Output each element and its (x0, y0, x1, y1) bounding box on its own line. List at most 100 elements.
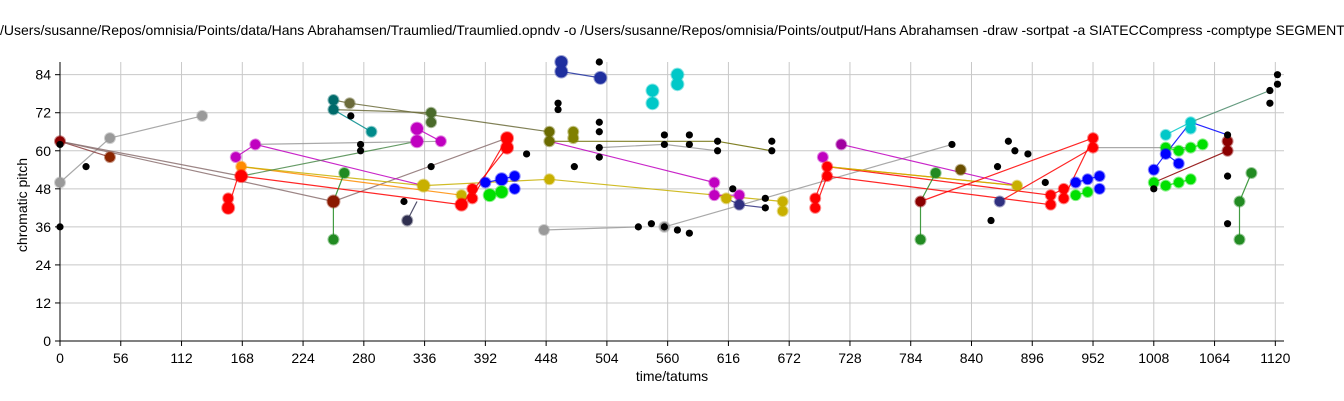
pattern-point (103, 132, 116, 145)
pattern-point (593, 70, 608, 85)
pattern-point (776, 205, 789, 218)
pattern-point (454, 197, 469, 212)
pattern-point (500, 140, 515, 155)
note-point (713, 137, 722, 145)
pattern-point (1069, 176, 1082, 189)
pattern-line (1165, 143, 1203, 152)
y-tick-label: 36 (35, 219, 51, 235)
pattern-line (841, 143, 1018, 187)
pattern-point (733, 189, 746, 202)
note-point (1266, 99, 1274, 107)
pattern-point (466, 192, 479, 205)
pattern-point (401, 214, 414, 227)
note-point (56, 140, 64, 149)
pattern-point (914, 233, 927, 246)
pattern-point (914, 195, 927, 208)
note-point (56, 223, 64, 231)
pattern-point (554, 64, 569, 79)
note-point (761, 204, 769, 212)
pattern-point (327, 103, 340, 116)
pattern-point (1233, 233, 1246, 246)
note-point (400, 197, 408, 206)
pattern-point (1184, 173, 1197, 186)
pattern-point (508, 182, 521, 195)
pattern-point (410, 134, 424, 149)
pattern-point (249, 138, 262, 151)
pattern-point (1057, 182, 1070, 195)
pattern-point (645, 96, 660, 111)
x-tick-label: 896 (1021, 350, 1045, 366)
pattern-point (1172, 176, 1185, 189)
note-point (993, 163, 1002, 171)
x-tick-label: 1120 (1260, 350, 1290, 366)
x-tick-label: 840 (960, 350, 984, 366)
pattern-point (1233, 195, 1246, 208)
note-point (761, 194, 769, 202)
pattern-point (1147, 163, 1160, 176)
note-point (356, 140, 365, 149)
pattern-line (920, 137, 1094, 203)
pattern-point (954, 163, 967, 176)
pattern-point (1196, 138, 1209, 151)
y-tick-label: 72 (35, 105, 51, 121)
grid-lines (59, 62, 1284, 342)
note-point (647, 220, 655, 228)
pattern-line (827, 166, 1018, 187)
pattern-point (670, 77, 685, 92)
pattern-point (1011, 179, 1024, 192)
pattern-point (425, 116, 438, 129)
note-point (713, 147, 722, 155)
y-tick-label: 84 (35, 67, 51, 83)
pattern-line (59, 140, 111, 158)
x-tick-label: 1008 (1138, 350, 1169, 366)
pattern-point (234, 169, 249, 184)
note-point (1266, 86, 1274, 95)
pattern-line (999, 147, 1094, 203)
pattern-point (221, 200, 236, 215)
pattern-line (241, 140, 418, 177)
pattern-line (255, 140, 441, 145)
x-tick-label: 336 (413, 350, 437, 366)
x-tick-label: 560 (656, 350, 680, 366)
tick-labels: 0 56 112 168 224 280 336 392 448 504 560 616 672 728 7… (35, 67, 1290, 366)
x-tick-label: 280 (352, 350, 376, 366)
note-point (1223, 220, 1232, 228)
pattern-point (508, 170, 521, 183)
pattern-point (776, 195, 789, 208)
pattern-point (1087, 141, 1100, 154)
pattern-point (809, 192, 822, 205)
y-tick-label: 24 (35, 257, 51, 273)
pattern-line (919, 172, 937, 202)
pattern-point (708, 176, 721, 189)
pattern-line (599, 143, 718, 152)
note-point (987, 216, 995, 225)
note-point (522, 150, 531, 158)
note-point (1024, 150, 1032, 158)
note-point (595, 128, 603, 136)
x-tick-label: 672 (778, 350, 802, 366)
pattern-line (664, 143, 953, 228)
x-tick-label: 784 (899, 350, 923, 366)
data-points (54, 55, 1282, 246)
note-point (768, 147, 776, 155)
note-point (729, 185, 737, 193)
note-point (554, 105, 562, 114)
pattern-point (1184, 122, 1197, 135)
pattern-point (835, 138, 848, 151)
x-tick-label: 392 (474, 350, 498, 366)
pattern-point (482, 188, 497, 203)
pattern-point (466, 182, 479, 195)
pattern-point (1069, 189, 1082, 202)
note-point (660, 131, 669, 139)
pattern-point (196, 109, 209, 122)
y-tick-label: 0 (43, 333, 51, 349)
note-point (570, 163, 578, 171)
pattern-point (1087, 132, 1100, 145)
note-point (1273, 71, 1282, 79)
pattern-point (326, 194, 341, 209)
note-point (427, 163, 435, 171)
pattern-point (479, 176, 492, 189)
note-point (1041, 178, 1049, 187)
x-tick-label: 0 (56, 350, 64, 366)
